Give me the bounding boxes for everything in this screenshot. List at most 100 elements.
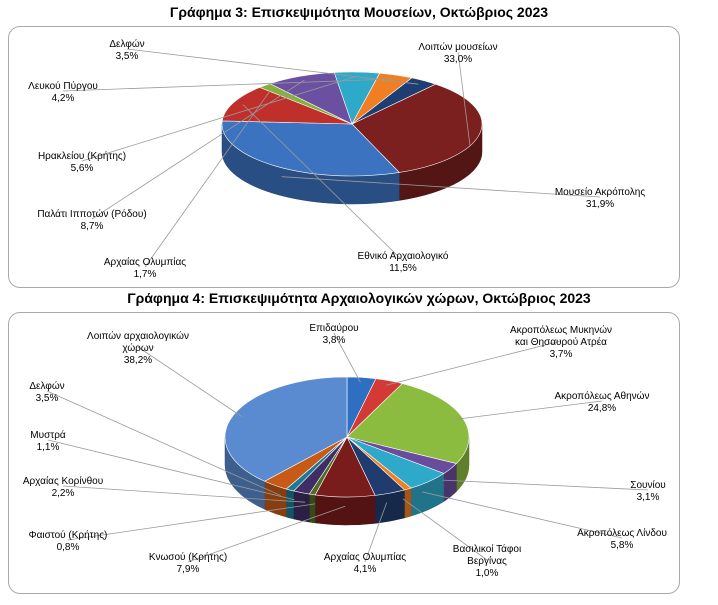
slice-value-3: 3,1% — [637, 492, 660, 503]
slice-label-2: Εθνικό Αρχαιολογικό — [358, 250, 449, 262]
slice-label-text: Ακροπόλεως Αθηνών — [555, 390, 650, 402]
slice-label-text: Κνωσού (Κρήτης) — [149, 551, 227, 563]
slice-label-7: Κνωσού (Κρήτης) — [149, 551, 227, 563]
slice-label-text: Δελφών — [29, 380, 64, 392]
slice-label-text: Βασιλικοί Τάφοι — [453, 543, 521, 555]
slice-value-4: 5,8% — [611, 540, 634, 551]
slice-label-text: Φαιστού (Κρήτης) — [29, 529, 108, 541]
slice-value-10: 1,1% — [37, 442, 60, 453]
slice-label-text: Βεργίνας — [467, 555, 507, 567]
slice-label-8: Φαιστού (Κρήτης) — [29, 529, 108, 541]
slice-value-3: 1,7% — [134, 269, 157, 280]
pie-slice-7 — [351, 77, 437, 125]
leader-line-3 — [144, 88, 273, 268]
pie-slice-12 — [224, 376, 348, 482]
chart-title-archaeological-sites: Γράφημα 4: Επισκεψιμότητα Αρχαιολογικών … — [127, 290, 591, 306]
slice-label-0: Λοιπών μουσείων — [418, 41, 497, 53]
slice-label-2: Ακροπόλεως Αθηνών — [555, 390, 650, 402]
leader-line-9 — [62, 485, 306, 503]
leader-line-6 — [364, 502, 388, 563]
slice-value-12: 38,2% — [124, 355, 152, 366]
slice-label-text: και Θησαυρού Ατρέα — [515, 336, 607, 348]
slice-value-11: 3,5% — [36, 393, 59, 404]
leader-line-4 — [422, 491, 623, 539]
slice-label-0: Επιδαύρου — [309, 322, 358, 334]
leader-line-10 — [47, 439, 295, 501]
leader-line-7 — [187, 505, 346, 563]
slice-label-6: Λευκού Πύργου — [28, 80, 98, 92]
slice-value-1: 3,7% — [550, 349, 573, 360]
slice-label-text: χώρων — [122, 342, 153, 354]
leader-line-8 — [67, 503, 316, 541]
slice-value-9: 2,2% — [52, 488, 75, 499]
pie-sides — [224, 436, 470, 526]
slice-label-1: Μουσείο Ακρόπολης — [555, 186, 645, 198]
slice-label-3: Σουνίου — [630, 479, 665, 491]
slice-label-text: Αρχαίας Κορίνθου — [23, 475, 103, 487]
slice-label-text: Επιδαύρου — [309, 322, 358, 334]
slice-label-text: Λευκού Πύργου — [28, 80, 98, 92]
leader-line-1 — [281, 176, 601, 198]
slice-label-text: Παλάτι Ιπποτών (Ρόδου) — [37, 208, 146, 220]
slice-label-text: Ακροπόλεως Λίνδου — [577, 527, 667, 539]
slice-label-text: Λοιπών μουσείων — [418, 41, 497, 53]
slice-value-8: 0,8% — [57, 542, 80, 553]
slice-label-text: Μουσείο Ακρόπολης — [555, 186, 645, 198]
slice-value-2: 11,5% — [389, 263, 417, 274]
slice-label-11: Δελφών — [29, 380, 64, 392]
slice-label-text: Σουνίου — [630, 479, 665, 491]
slice-value-1: 31,9% — [586, 199, 614, 210]
slice-value-4: 8,7% — [81, 221, 104, 232]
slice-label-text: Λοιπών αρχαιολογικών — [87, 330, 189, 342]
slice-label-text: Μυστρά — [30, 429, 66, 441]
slice-label-1: Ακροπόλεως Μυκηνών και Θησαυρού Ατρέα — [510, 324, 612, 348]
pie-side-10 — [285, 488, 294, 520]
leader-line-2 — [242, 104, 404, 262]
leader-line-2 — [453, 400, 603, 421]
leader-line-3 — [442, 479, 649, 491]
pie-slice-2 — [221, 87, 353, 125]
slice-label-text: Δελφών — [109, 38, 144, 50]
pie-side-7 — [314, 494, 376, 526]
slice-value-2: 24,8% — [588, 403, 616, 414]
pie-slice-0 — [351, 83, 483, 173]
leader-line-0 — [333, 332, 361, 383]
slice-value-6: 4,2% — [52, 93, 75, 104]
slice-label-text: Αρχαίας Ολυμπίας — [324, 551, 406, 563]
slice-label-12: Λοιπών αρχαιολογικών χώρων — [87, 330, 189, 354]
slice-label-6: Αρχαίας Ολυμπίας — [324, 551, 406, 563]
leader-line-6 — [62, 78, 393, 92]
slice-label-5: Βασιλικοί Τάφοι Βεργίνας — [453, 543, 521, 567]
leader-line-1 — [385, 340, 562, 386]
slice-label-3: Αρχαίας Ολυμπίας — [104, 256, 186, 268]
pie-side-5 — [404, 487, 412, 519]
slice-label-10: Μυστρά — [30, 429, 66, 441]
leader-line-0 — [457, 51, 471, 146]
slice-label-4: Παλάτι Ιπποτών (Ρόδου) — [37, 208, 146, 220]
slice-value-7: 3,5% — [116, 51, 139, 62]
leader-line-11 — [46, 390, 281, 496]
slice-label-4: Ακροπόλεως Λίνδου — [577, 527, 667, 539]
pie-slice-1 — [221, 120, 400, 177]
chart-title-museums: Γράφημα 3: Επισκεψιμότητα Μουσείων, Οκτώ… — [169, 4, 549, 20]
slice-label-text: Εθνικό Αρχαιολογικό — [358, 250, 449, 262]
slice-label-9: Αρχαίας Κορίνθου — [23, 475, 103, 487]
slice-value-0: 33,0% — [444, 54, 472, 65]
slice-label-5: Ηρακλείου (Κρήτης) — [38, 150, 126, 162]
slice-value-5: 5,6% — [71, 163, 94, 174]
slice-label-7: Δελφών — [109, 38, 144, 50]
slice-label-text: Ηρακλείου (Κρήτης) — [38, 150, 126, 162]
leader-line-12 — [137, 346, 243, 418]
slice-label-text: Ακροπόλεως Μυκηνών — [510, 324, 612, 336]
slice-value-7: 7,9% — [177, 564, 200, 575]
leader-line-7 — [126, 48, 419, 85]
slice-value-5: 1,0% — [476, 568, 499, 579]
slice-value-0: 3,8% — [323, 335, 346, 346]
leader-line-5 — [81, 75, 357, 162]
slice-value-6: 4,1% — [354, 564, 377, 575]
leader-line-5 — [402, 498, 488, 561]
slice-label-text: Αρχαίας Ολυμπίας — [104, 256, 186, 268]
